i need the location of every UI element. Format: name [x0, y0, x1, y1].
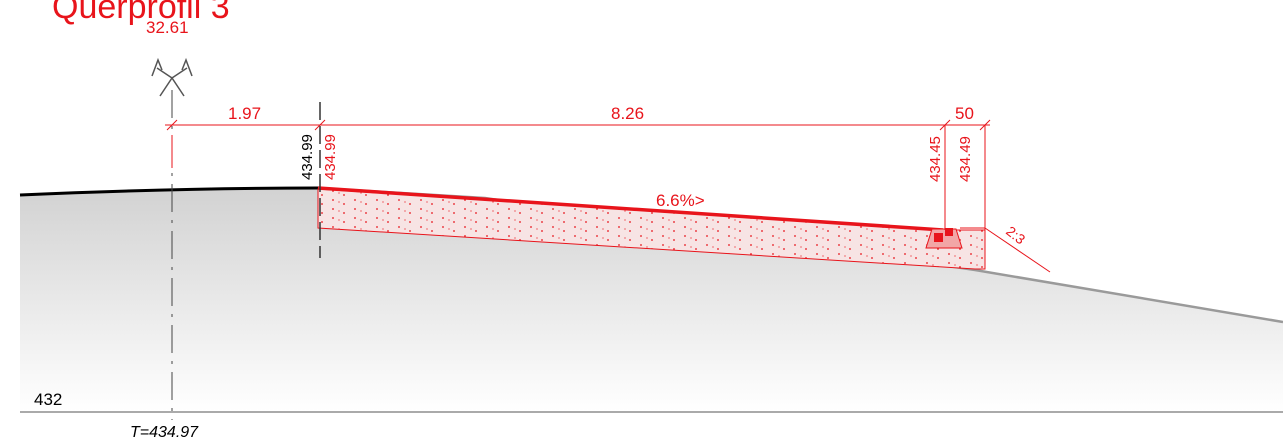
- station-label: 32.61: [146, 18, 189, 37]
- drainage-element-icon: [925, 228, 963, 249]
- design-right-inner-elevation: 434.45: [927, 136, 944, 182]
- datum-label: 432: [34, 390, 62, 409]
- axis-marker-icon: [151, 57, 193, 97]
- profile-title: Querprofil 3: [52, 0, 230, 26]
- design-left-elevation: 434.99: [322, 134, 339, 180]
- embankment-slope-label: 2:3: [1003, 223, 1028, 248]
- dimension-left-width: 1.97: [228, 104, 261, 123]
- terrain-fill: [20, 188, 1283, 412]
- design-right-outer-elevation: 434.49: [957, 136, 974, 182]
- existing-road-line: [19, 186, 319, 197]
- dimension-lines: [165, 119, 991, 230]
- axis-elevation-label: T=434.97: [130, 424, 199, 438]
- existing-edge-elevation: 434.99: [299, 134, 316, 180]
- design-surface-line: [317, 186, 944, 232]
- cross-slope-label: 6.6%>: [656, 191, 705, 210]
- dimension-right-width: 50: [955, 104, 974, 123]
- embankment-slope-line: [984, 227, 1051, 273]
- dimension-main-width: 8.26: [611, 104, 644, 123]
